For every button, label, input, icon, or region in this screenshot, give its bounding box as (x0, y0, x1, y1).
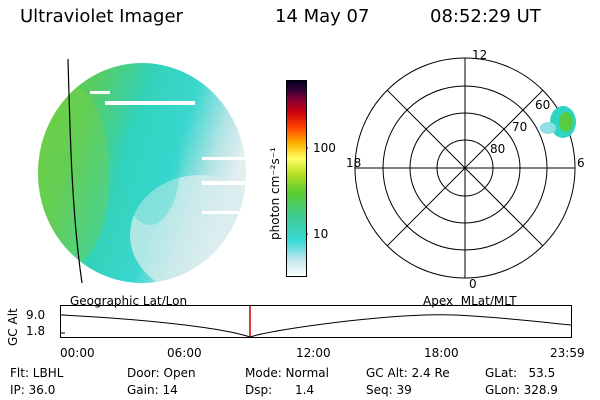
filter-info: Flt: LBHL (10, 366, 64, 380)
colorbar-tick-100: 100 (313, 141, 336, 155)
terminator-line (67, 58, 83, 284)
ip-info: IP: 36.0 (10, 383, 56, 397)
altitude-curve (61, 314, 572, 338)
lat-label-60: 60 (535, 98, 551, 112)
mlt-label-0: 0 (469, 277, 477, 291)
scan-gap (202, 157, 246, 160)
scan-gap (202, 181, 246, 185)
orbit-altitude-panel (60, 305, 572, 338)
observation-date: 14 May 07 (275, 6, 370, 27)
scan-gap (90, 91, 110, 94)
mode-info: Mode: Normal (245, 366, 329, 380)
observation-time: 08:52:29 UT (430, 6, 541, 27)
dsp-info: Dsp: 1.4 (245, 383, 315, 397)
time-tick-0000: 00:00 (60, 346, 95, 360)
scan-gap (202, 211, 246, 214)
mlt-label-12: 12 (472, 48, 488, 62)
time-tick-1200: 12:00 (296, 346, 331, 360)
instrument-title: Ultraviolet Imager (20, 6, 183, 27)
alt-tick-1-8: 1.8 (26, 324, 46, 338)
colorbar-tick-10: 10 (313, 227, 329, 241)
seq-info: Seq: 39 (366, 383, 412, 397)
mlt-label-18: 18 (346, 156, 362, 170)
aurora-patch (540, 106, 576, 138)
time-tick-0600: 06:00 (167, 346, 202, 360)
time-tick-2359: 23:59 (550, 346, 585, 360)
apex-label: Apex MLat/MLT (423, 294, 517, 308)
alt-tick-9: 9.0 (26, 308, 46, 322)
time-tick-1800: 18:00 (424, 346, 459, 360)
geographic-label: Geographic Lat/Lon (70, 294, 188, 308)
uv-earth-image (38, 58, 246, 284)
glat-info: GLat: 53.5 (485, 366, 556, 380)
polar-plot (354, 57, 576, 279)
door-info: Door: Open (127, 366, 196, 380)
lat-label-70: 70 (512, 120, 528, 134)
mlt-label-6: 6 (577, 156, 585, 170)
colorbar-unit-label: photon cm⁻²s⁻¹ (268, 147, 282, 240)
glon-info: GLon: 328.9 (485, 383, 558, 397)
gain-info: Gain: 14 (127, 383, 178, 397)
scan-gap (105, 101, 195, 105)
gc-alt-axis-label: GC Alt (6, 308, 20, 346)
colorbar (286, 80, 308, 277)
gc-alt-info: GC Alt: 2.4 Re (366, 366, 450, 380)
lat-label-80: 80 (490, 142, 506, 156)
